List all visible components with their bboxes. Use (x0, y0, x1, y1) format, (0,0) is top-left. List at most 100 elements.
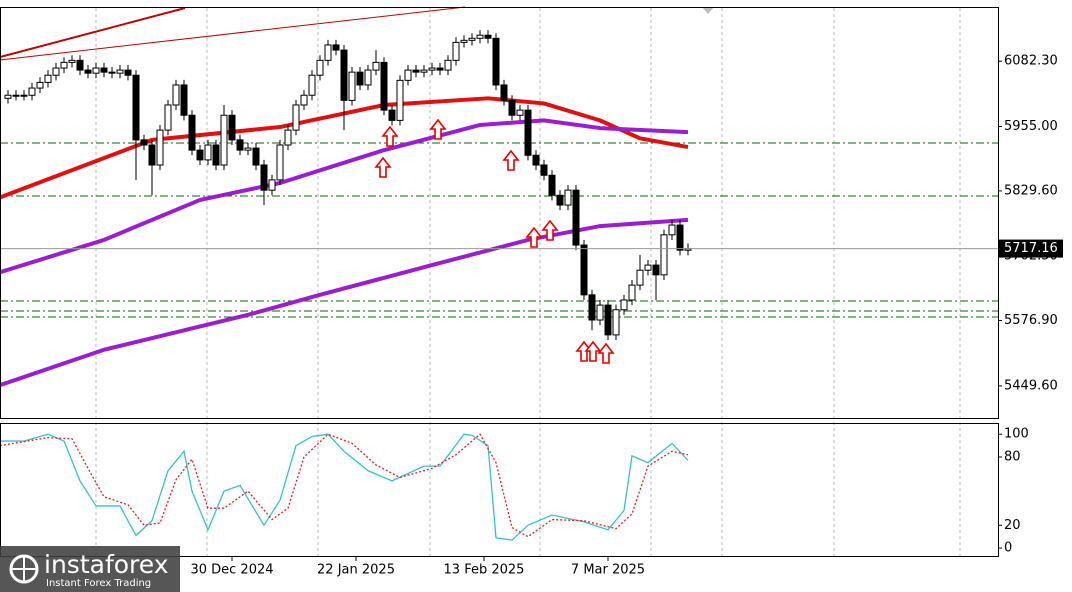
candle-body (84, 69, 92, 74)
y-tick-label: 0 (1004, 541, 1012, 556)
logo: instaforex Instant Forex Trading (0, 546, 180, 592)
oscillator-line (0, 433, 689, 538)
candle-body (4, 94, 12, 99)
y-tick-label: 5449.60 (1004, 378, 1058, 393)
candle-body (44, 74, 52, 83)
candle-body (428, 67, 436, 71)
trend-lines (0, 6, 466, 61)
candle-body (308, 74, 316, 96)
candle-body (524, 109, 532, 156)
candle-body (420, 69, 428, 73)
candle-body (316, 59, 324, 76)
candle-body (580, 244, 588, 296)
oscillator-line (0, 433, 689, 541)
candle-body (140, 139, 148, 146)
candle-body (236, 139, 244, 151)
candle-body (116, 69, 124, 74)
candle-body (564, 189, 572, 206)
levels (0, 142, 998, 318)
y-tick-label: 6082.30 (1004, 54, 1058, 69)
candle-body (540, 164, 548, 176)
shift-marker (702, 7, 714, 14)
candle-body (36, 81, 44, 89)
candle-body (100, 67, 108, 73)
candle-body (204, 144, 212, 161)
candle-body (12, 94, 20, 97)
candle-body (332, 44, 340, 51)
candle-body (412, 69, 420, 73)
candle-body (172, 84, 180, 106)
candle-body (196, 149, 204, 161)
candle-body (220, 114, 228, 166)
candle-body (244, 147, 252, 151)
y-tick-label: 100 (1004, 427, 1029, 442)
candle-body (452, 41, 460, 61)
candle-body (508, 99, 516, 116)
candle-body (268, 179, 276, 191)
candle-body (372, 61, 380, 71)
candle-body (476, 34, 484, 39)
candle-body (468, 37, 476, 41)
candle-body (516, 109, 524, 116)
candle-body (28, 87, 36, 96)
price-label: 5717.16 (1004, 241, 1058, 256)
candle-body (492, 37, 500, 86)
logo-tagline: Instant Forex Trading (46, 578, 151, 589)
candle-body (444, 59, 452, 71)
candle-body (396, 79, 404, 121)
candle-body (604, 304, 612, 336)
candle-body (76, 59, 84, 71)
candle-body (108, 71, 116, 74)
candle-body (124, 69, 132, 76)
x-tick-label: 7 Mar 2025 (571, 563, 645, 578)
y-tick-label: 5576.90 (1004, 313, 1058, 328)
frames (0, 7, 999, 557)
candle-body (572, 189, 580, 246)
y-tick-label: 20 (1004, 518, 1021, 533)
candle-body (644, 264, 652, 271)
y-tick-label: 5955.00 (1004, 119, 1058, 134)
candle-body (276, 144, 284, 181)
candle-body (284, 129, 292, 146)
candle-body (260, 164, 268, 191)
candle-body (324, 44, 332, 61)
candle-body (228, 114, 236, 141)
candle-body (212, 144, 220, 166)
candle-body (348, 71, 356, 101)
candle-body (660, 234, 668, 276)
candle-body (588, 294, 596, 321)
logo-name: instaforex (44, 550, 169, 579)
candle-body (668, 224, 676, 236)
y-tick-label: 80 (1004, 450, 1021, 465)
candle-body (676, 224, 684, 251)
candle-body (388, 109, 396, 121)
grid-verticals (95, 8, 961, 556)
y-tick-label: 5829.60 (1004, 183, 1058, 198)
candle-body (436, 67, 444, 71)
candle-body (292, 104, 300, 131)
candle-body (612, 309, 620, 336)
candle-body (652, 264, 660, 276)
moving-average (0, 217, 689, 388)
candle-body (52, 67, 60, 76)
candle-body (628, 284, 636, 301)
candle-body (20, 94, 28, 97)
candle-body (180, 84, 188, 116)
candle-body (404, 69, 412, 81)
plot: 6082.305955.005829.605702.505576.905449.… (0, 30, 1063, 578)
candle-body (164, 104, 172, 131)
candle-body (132, 74, 140, 141)
candle-body (60, 61, 68, 69)
x-tick-label: 30 Dec 2024 (190, 563, 273, 578)
candle-body (548, 174, 556, 196)
candle-body (484, 34, 492, 39)
candle-body (188, 114, 196, 151)
candle-body (596, 304, 604, 321)
price-box (999, 239, 1063, 258)
candle-body (460, 39, 468, 43)
moving-average (0, 118, 689, 275)
candle-body (500, 84, 508, 101)
candle-body (620, 299, 628, 311)
